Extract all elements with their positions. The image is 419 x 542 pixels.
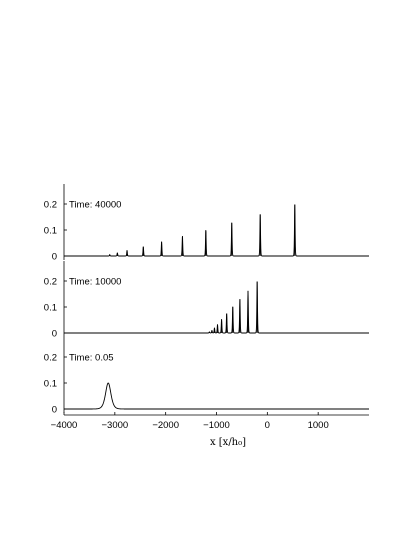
- x-tick-label: −2000: [152, 420, 179, 431]
- y-tick-label: 0.1: [44, 378, 57, 389]
- x-tick-label: −1000: [203, 420, 230, 431]
- panel-3: 0 0.1 0.2 Time: 0.05: [44, 337, 369, 415]
- y-tick-label: 0.2: [44, 199, 57, 210]
- panel-time-label: Time: 40000: [69, 200, 121, 211]
- y-tick-label: 0: [52, 328, 57, 339]
- series-line: [64, 204, 369, 257]
- panel-time-label: Time: 10000: [69, 277, 121, 288]
- series-line: [64, 281, 369, 334]
- y-tick-label: 0.1: [44, 302, 57, 313]
- x-tick-label: 0: [265, 420, 270, 431]
- panel-time-label: Time: 0.05: [69, 353, 114, 364]
- y-tick-label: 0.2: [44, 352, 57, 363]
- panels: 0 0.1 0.2 Time: 40000 0 0.1 0.2 Time: 10000 0 0.1…: [44, 184, 369, 415]
- panel-1: 0 0.1 0.2 Time: 40000: [44, 184, 369, 262]
- x-tick-label: −4000: [51, 420, 78, 431]
- y-tick-label: 0.2: [44, 276, 57, 287]
- y-tick-label: 0.1: [44, 225, 57, 236]
- x-tick-label: −3000: [101, 420, 128, 431]
- panel-2: 0 0.1 0.2 Time: 10000: [44, 261, 369, 339]
- x-axis-label: x [x/h₀]: [210, 437, 246, 448]
- y-tick-label: 0: [52, 251, 57, 262]
- y-tick-label: 0: [52, 404, 57, 415]
- x-tick-label: 1000: [308, 420, 329, 431]
- x-axis: −4000 −3000 −2000 −1000 0 1000: [51, 412, 369, 431]
- series-line: [64, 382, 369, 410]
